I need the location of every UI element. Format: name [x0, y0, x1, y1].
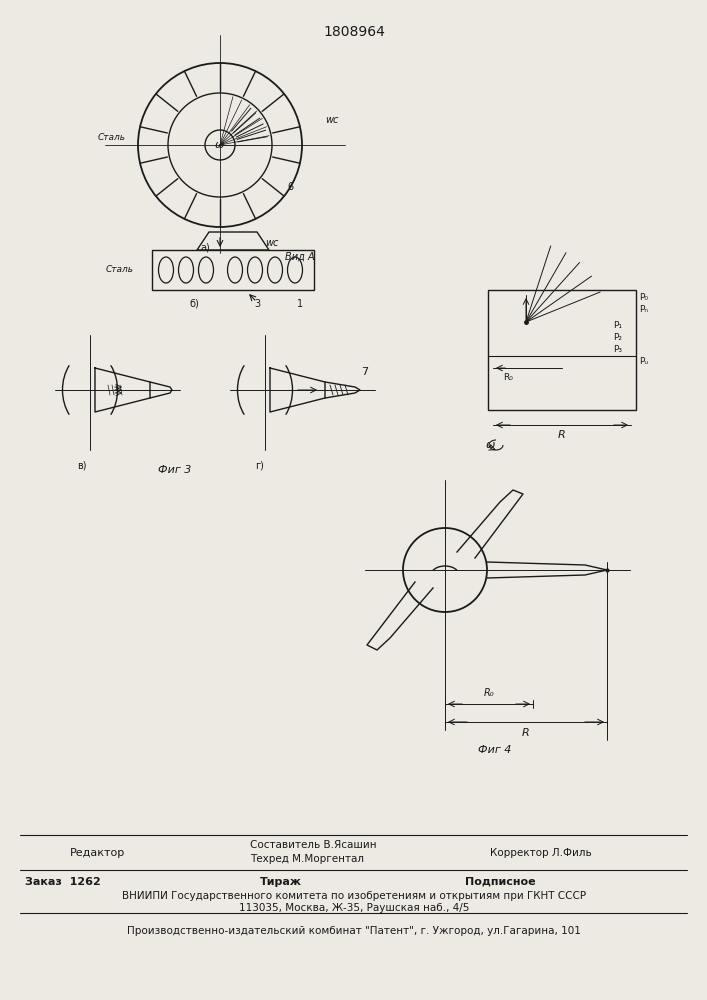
Text: 1: 1 — [297, 299, 303, 309]
Text: г): г) — [255, 460, 264, 470]
Text: Производственно-издательский комбинат "Патент", г. Ужгород, ул.Гагарина, 101: Производственно-издательский комбинат "П… — [127, 926, 581, 936]
Text: wc: wc — [325, 115, 339, 125]
Text: Техред М.Моргентал: Техред М.Моргентал — [250, 854, 364, 864]
Text: P₃: P₃ — [614, 346, 622, 355]
Text: Сталь: Сталь — [98, 132, 126, 141]
Bar — [488, 290, 636, 410]
Text: P₂: P₂ — [614, 334, 622, 342]
Text: 1808964: 1808964 — [323, 25, 385, 39]
Text: Pₙ: Pₙ — [640, 306, 648, 314]
Text: Pᵤ: Pᵤ — [639, 357, 648, 365]
Text: R₀: R₀ — [503, 373, 513, 382]
Text: P₀: P₀ — [640, 294, 648, 302]
Text: 7: 7 — [361, 367, 368, 377]
Text: R: R — [522, 728, 530, 738]
Text: Фиг 3: Фиг 3 — [158, 465, 192, 475]
Text: ω: ω — [486, 440, 496, 450]
Text: Редактор: Редактор — [70, 848, 125, 858]
Text: в): в) — [77, 460, 87, 470]
Text: 3: 3 — [254, 299, 260, 309]
Text: Сталь: Сталь — [106, 265, 134, 274]
Text: Заказ  1262: Заказ 1262 — [25, 877, 101, 887]
Text: Тираж: Тираж — [260, 877, 302, 887]
Text: R: R — [558, 430, 566, 440]
Text: ω: ω — [216, 140, 225, 150]
Text: R₀: R₀ — [484, 688, 494, 698]
Text: ВНИИПИ Государственного комитета по изобретениям и открытиям при ГКНТ СССР: ВНИИПИ Государственного комитета по изоб… — [122, 891, 586, 901]
Text: Подписное: Подписное — [465, 877, 536, 887]
Text: wc: wc — [265, 238, 279, 248]
Text: 113035, Москва, Ж-35, Раушская наб., 4/5: 113035, Москва, Ж-35, Раушская наб., 4/5 — [239, 903, 469, 913]
Text: Фиг 4: Фиг 4 — [479, 745, 512, 755]
Text: 6: 6 — [287, 182, 293, 192]
Text: P₁: P₁ — [614, 320, 622, 330]
Text: а): а) — [200, 243, 210, 253]
Text: б): б) — [189, 299, 199, 309]
Text: Вид А: Вид А — [285, 252, 315, 262]
Text: Корректор Л.Филь: Корректор Л.Филь — [490, 848, 592, 858]
Bar — [152, 250, 314, 290]
Text: Составитель В.Ясашин: Составитель В.Ясашин — [250, 840, 377, 850]
